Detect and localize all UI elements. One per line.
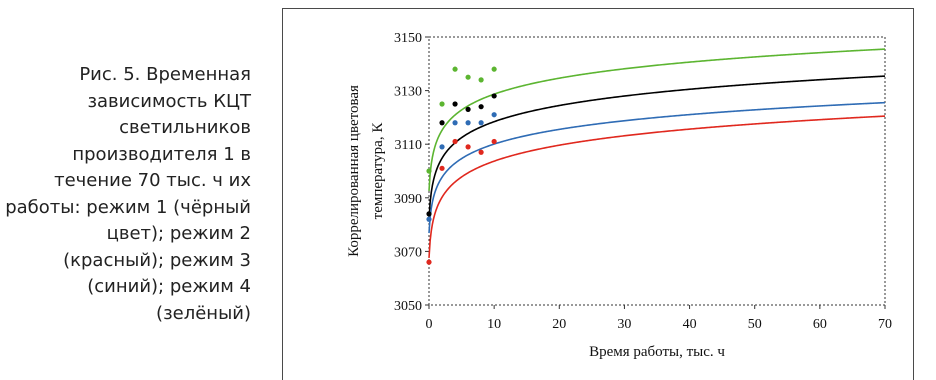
plot-area [428,36,886,306]
fit-curve-1 [428,75,886,220]
fit-curves [428,48,886,259]
data-point [465,74,471,80]
x-tick-label: 30 [617,317,631,332]
data-point [478,120,484,126]
chart-frame [282,8,914,380]
axes: 3050 3070 3090 3110 3130 3150 0 10 20 30 40 50 60 70 [394,31,892,332]
data-point [452,138,458,145]
data-point [439,101,445,107]
data-point [439,165,445,171]
data-point [465,144,471,150]
y-tick-label: 3050 [394,299,422,314]
y-tick-label: 3070 [394,245,422,260]
data-point [478,77,484,83]
data-point [465,120,471,126]
data-point [452,101,458,107]
x-tick-label: 70 [878,317,892,332]
data-point [491,138,497,145]
data-point [478,104,484,110]
data-point [426,211,432,217]
x-tick-label: 60 [813,317,827,332]
y-axis-title-line-2: температура, К [370,122,386,220]
data-point [426,216,432,222]
y-tick-label: 3110 [395,138,422,153]
fit-curve-4 [428,48,886,192]
data-point [491,112,497,118]
figure-caption: Рис. 5. Временная зависимость КЦТ светил… [5,64,251,324]
data-point [491,66,497,72]
data-point [478,149,484,155]
data-points [426,66,497,265]
y-axis-title: Коррелированная цветовая температура, К [346,85,386,257]
x-axis-title: Время работы, тыс. ч [589,344,725,360]
y-tick-label: 3090 [394,192,422,207]
y-axis-title-line-1: Коррелированная цветовая [346,85,362,257]
x-tick-label: 0 [426,317,433,332]
y-tick-label: 3130 [394,85,422,100]
data-point [439,144,445,150]
y-tick-label: 3150 [394,31,422,46]
plot-border [428,36,886,306]
x-tick-label: 10 [487,317,501,332]
data-point [491,93,497,99]
x-tick-label: 40 [683,317,697,332]
fit-curve-3 [428,101,886,234]
fit-curve-2 [428,115,886,259]
data-point [439,120,445,126]
x-tick-label: 50 [748,317,762,332]
data-point [426,168,432,174]
x-tick-label: 20 [552,317,566,332]
data-point [452,66,458,72]
data-point [465,106,471,112]
data-point [426,259,432,265]
data-point [452,120,458,126]
